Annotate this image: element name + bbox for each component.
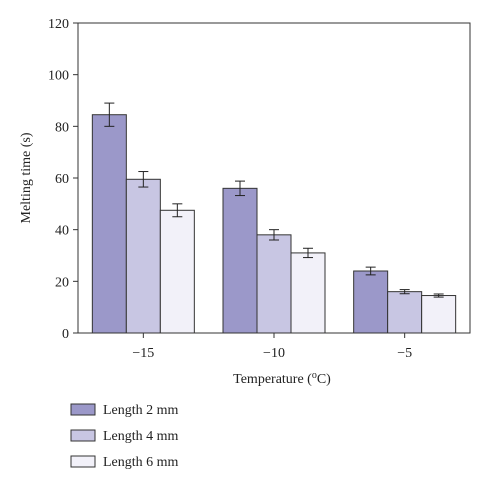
- bar: [421, 295, 457, 334]
- y-tick-label: 40: [55, 224, 69, 239]
- x-tick-label: −15: [132, 346, 154, 361]
- legend-swatch: [70, 455, 96, 468]
- y-axis-title: Melting time (s): [19, 132, 34, 223]
- legend-label: Length 6 mm: [103, 455, 179, 470]
- legend-label: Length 4 mm: [103, 429, 179, 444]
- bar: [387, 291, 423, 334]
- bar: [91, 114, 127, 334]
- legend-swatch: [70, 403, 96, 416]
- y-tick-label: 120: [48, 17, 69, 32]
- y-tick-label: 0: [62, 327, 69, 342]
- legend-swatch: [70, 429, 96, 442]
- bar: [256, 234, 292, 334]
- y-tick-label: 20: [55, 275, 69, 290]
- bar: [290, 252, 326, 334]
- bar: [125, 178, 161, 334]
- y-tick-label: 100: [48, 69, 69, 84]
- x-tick-label: −5: [397, 346, 412, 361]
- y-tick-label: 80: [55, 120, 69, 135]
- bar: [353, 270, 389, 334]
- bar: [159, 209, 195, 334]
- x-tick-label: −10: [263, 346, 285, 361]
- y-tick-label: 60: [55, 172, 69, 187]
- x-axis-title: Temperature (oC): [233, 370, 331, 387]
- legend-label: Length 2 mm: [103, 403, 179, 418]
- bar: [222, 187, 258, 334]
